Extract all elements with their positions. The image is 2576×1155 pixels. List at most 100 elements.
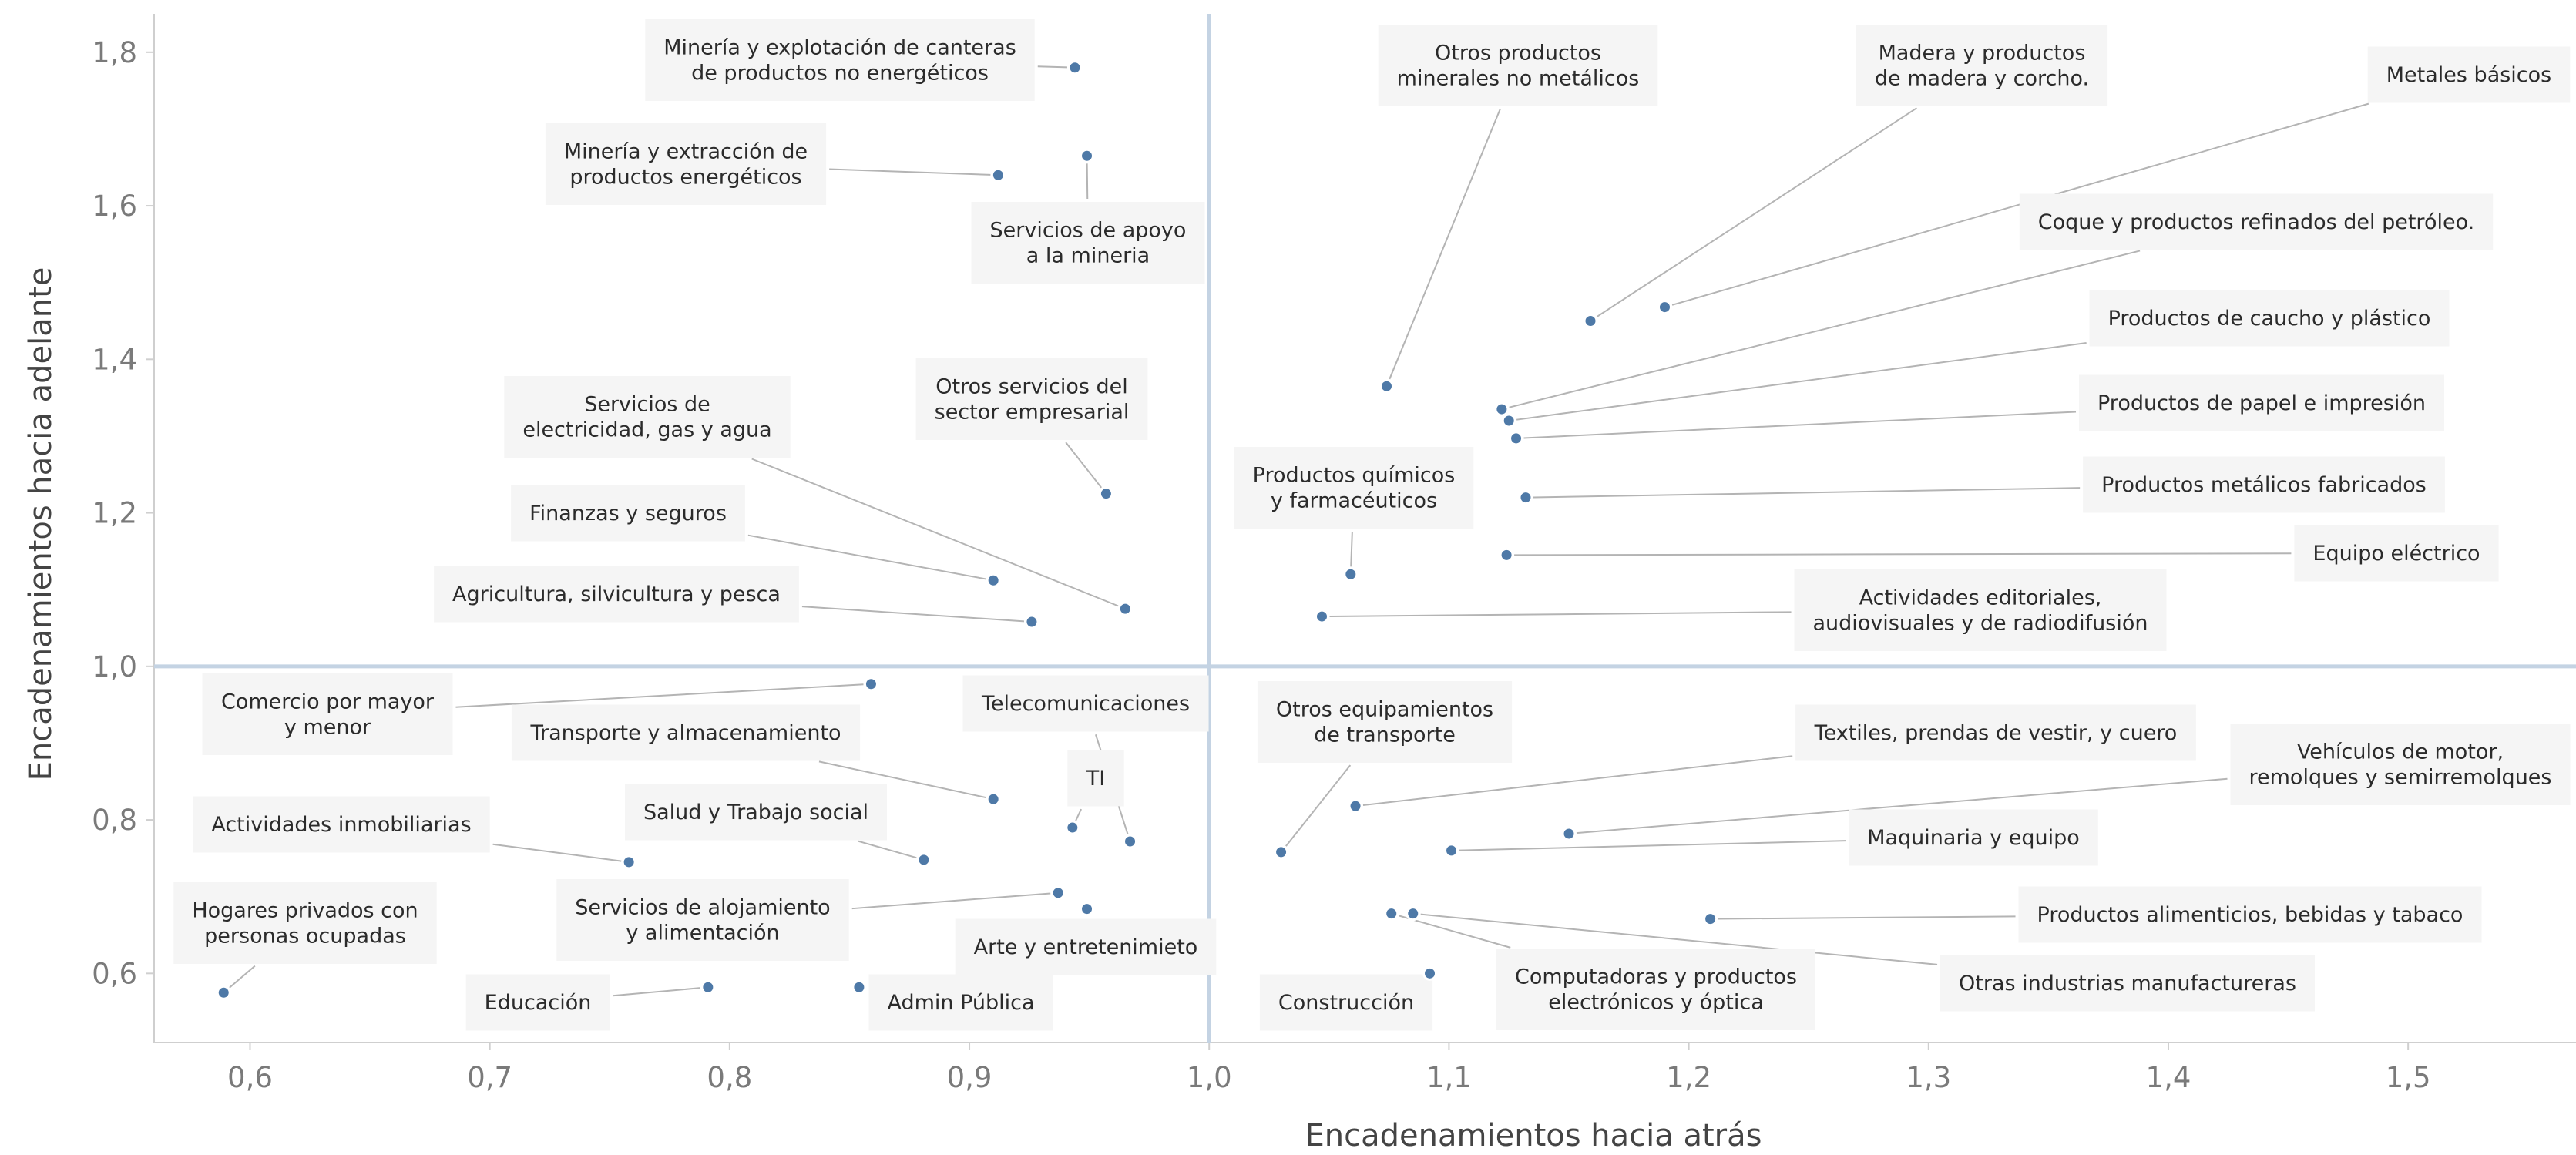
point-label-text: Transporte y almacenamiento bbox=[529, 721, 841, 745]
point-label-line: Salud y Trabajo social bbox=[643, 801, 868, 824]
point-label: Metales básicos bbox=[2367, 46, 2571, 103]
x-axis-title: Encadenamientos hacia atrás bbox=[1305, 1118, 1762, 1153]
leader-line bbox=[1514, 552, 2292, 556]
point-label-box bbox=[504, 376, 791, 458]
point-label-line: Educación bbox=[485, 991, 592, 1015]
point-label-text: Salud y Trabajo social bbox=[643, 801, 868, 824]
leader-line bbox=[747, 534, 986, 580]
point-label: Minería y explotación de canteras de prod… bbox=[645, 19, 1035, 101]
point-label: Salud y Trabajo social bbox=[624, 784, 888, 841]
y-tick-label: 1,2 bbox=[92, 497, 137, 530]
point-label-line: Minería y explotación de canteras bbox=[663, 36, 1016, 60]
x-tick-label: 1,2 bbox=[1666, 1061, 1711, 1094]
x-tick-label: 0,7 bbox=[467, 1061, 512, 1094]
point-label-box bbox=[2367, 46, 2571, 103]
chart-axes bbox=[146, 14, 2576, 1050]
point-label-line: Servicios de apoyo bbox=[990, 219, 1187, 243]
leader-line bbox=[1459, 840, 1846, 851]
point-label-line: minerales no metálicos bbox=[1397, 67, 1640, 91]
leader-line bbox=[818, 760, 986, 799]
point-label-text: Servicios de electricidad, gas y agua bbox=[522, 393, 771, 442]
point-label: Finanzas y seguros bbox=[511, 485, 745, 542]
data-point bbox=[1379, 378, 1395, 394]
y-tick-label: 0,6 bbox=[92, 957, 137, 990]
point-label: Actividades inmobiliarias bbox=[193, 796, 490, 853]
point-label-box bbox=[624, 784, 888, 841]
point-label-line: Actividades editoriales, bbox=[1859, 586, 2102, 610]
y-tick-label: 1,8 bbox=[92, 36, 137, 69]
point-label-text: Agricultura, silvicultura y pesca bbox=[452, 583, 781, 606]
point-label-line: productos energéticos bbox=[569, 166, 801, 190]
point-label: Equipo eléctrico bbox=[2294, 525, 2499, 582]
point-label-text: Textiles, prendas de vestir, y cuero bbox=[1814, 721, 2178, 745]
leader-line bbox=[492, 843, 622, 862]
point-label: Productos de papel e impresión bbox=[2079, 374, 2444, 431]
point-label: Computadoras y productos electrónicos y ó… bbox=[1496, 949, 1816, 1030]
point-label-text: Finanzas y seguros bbox=[529, 502, 727, 525]
data-point bbox=[1501, 413, 1516, 428]
x-tick-label: 1,0 bbox=[1187, 1061, 1232, 1094]
leader-line bbox=[1037, 65, 1067, 69]
point-label-text: Admin Pública bbox=[887, 991, 1034, 1015]
point-label: Vehículos de motor, remolques y semirremo… bbox=[2230, 724, 2571, 805]
data-point bbox=[1123, 834, 1138, 849]
y-axis-title: Encadenamientos hacia adelante bbox=[23, 267, 59, 781]
point-label-box bbox=[955, 918, 1217, 975]
point-label-text: Arte y entretenimieto bbox=[974, 935, 1198, 959]
point-label-text: Otros servicios del sector empresarial bbox=[935, 375, 1130, 425]
point-label-box bbox=[2083, 456, 2445, 513]
point-label-box bbox=[2089, 290, 2450, 347]
leader-line bbox=[801, 606, 1025, 623]
data-point bbox=[216, 985, 231, 1000]
data-point bbox=[1050, 885, 1066, 901]
point-label-text: Comercio por mayor y menor bbox=[221, 690, 435, 740]
label-leader-lines bbox=[229, 65, 2369, 997]
data-point bbox=[1509, 431, 1524, 446]
data-point bbox=[1499, 547, 1514, 562]
point-label-line: Productos metálicos fabricados bbox=[2101, 473, 2427, 497]
point-label-box bbox=[511, 485, 745, 542]
point-label-line: Computadoras y productos bbox=[1515, 965, 1797, 989]
point-label-box bbox=[173, 882, 437, 964]
point-label-text: Productos de caucho y plástico bbox=[2108, 307, 2431, 331]
x-tick-label: 1,3 bbox=[1906, 1061, 1951, 1094]
point-label: Otros equipamientos de transporte bbox=[1257, 681, 1513, 763]
y-tick-label: 1,4 bbox=[92, 343, 137, 376]
point-label-line: Hogares privados con bbox=[192, 899, 418, 923]
point-label-text: Equipo eléctrico bbox=[2312, 542, 2480, 566]
point-label-text: Productos químicos y farmacéuticos bbox=[1253, 464, 1456, 513]
leader-line bbox=[1509, 250, 2141, 408]
point-label: Educación bbox=[465, 974, 610, 1031]
point-label-line: remolques y semirremolques bbox=[2249, 766, 2552, 790]
point-label-line: Agricultura, silvicultura y pesca bbox=[452, 583, 781, 606]
point-label-line: Servicios de alojamiento bbox=[575, 896, 830, 920]
data-point bbox=[1703, 912, 1718, 927]
point-label-line: Textiles, prendas de vestir, y cuero bbox=[1814, 721, 2178, 745]
point-label-text: Madera y productos de madera y corcho. bbox=[1875, 42, 2089, 91]
data-point bbox=[1080, 148, 1095, 163]
leader-line bbox=[1065, 442, 1103, 489]
leader-line bbox=[1329, 611, 1792, 617]
data-point bbox=[1343, 566, 1359, 582]
point-label: Textiles, prendas de vestir, y cuero bbox=[1795, 704, 2196, 761]
data-point bbox=[990, 167, 1006, 183]
point-label: Transporte y almacenamiento bbox=[511, 704, 861, 761]
point-label-box bbox=[202, 673, 453, 755]
point-label-box bbox=[1234, 447, 1474, 529]
point-label-text: Maquinaria y equipo bbox=[1867, 826, 2080, 850]
point-label-line: Metales básicos bbox=[2386, 63, 2551, 87]
point-label-line: personas ocupadas bbox=[204, 925, 406, 949]
data-point bbox=[1384, 906, 1399, 922]
point-label-text: Productos de papel e impresión bbox=[2097, 391, 2426, 415]
point-label-box bbox=[1856, 25, 2108, 106]
point-label: Arte y entretenimieto bbox=[955, 918, 1217, 975]
point-label: Productos de caucho y plástico bbox=[2089, 290, 2450, 347]
x-tick-label: 1,1 bbox=[1426, 1061, 1472, 1094]
data-point bbox=[1274, 844, 1289, 860]
point-label: Admin Pública bbox=[868, 974, 1053, 1031]
data-point bbox=[1065, 820, 1080, 835]
point-label-line: Actividades inmobiliarias bbox=[211, 813, 471, 837]
point-label-text: Otros productos minerales no metálicos bbox=[1397, 42, 1640, 91]
point-label-box bbox=[2019, 193, 2494, 250]
